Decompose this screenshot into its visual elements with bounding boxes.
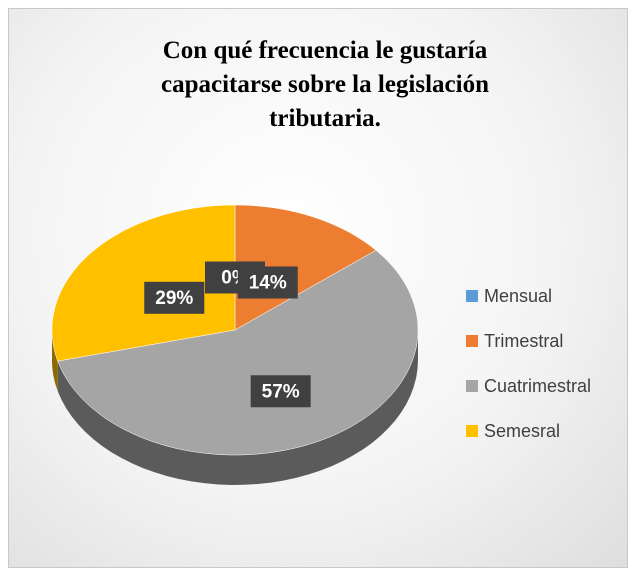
data-label-box — [144, 281, 205, 314]
pie-side — [57, 330, 418, 485]
legend-swatch — [466, 425, 478, 437]
pie-slice — [57, 249, 419, 456]
pie-slice — [51, 204, 236, 362]
pie-side — [52, 330, 58, 392]
data-label: 57% — [250, 375, 311, 408]
chart-title: Con qué frecuencia le gustaría capacitar… — [161, 37, 489, 132]
data-label-text: 14% — [249, 273, 287, 294]
pie-slice — [234, 204, 377, 331]
data-label-box — [237, 266, 298, 299]
data-label: 14% — [237, 266, 298, 299]
data-label-box — [250, 375, 311, 408]
legend-label: Trimestral — [484, 331, 563, 351]
legend-swatch — [466, 335, 478, 347]
legend-label: Semesral — [484, 421, 560, 441]
legend-swatch — [466, 290, 478, 302]
data-label-text: 29% — [155, 288, 193, 309]
legend-swatch — [466, 380, 478, 392]
data-label-text: 57% — [262, 381, 300, 402]
data-label: 29% — [144, 281, 205, 314]
legend-label: Cuatrimestral — [484, 376, 591, 396]
legend-label: Mensual — [484, 286, 552, 306]
